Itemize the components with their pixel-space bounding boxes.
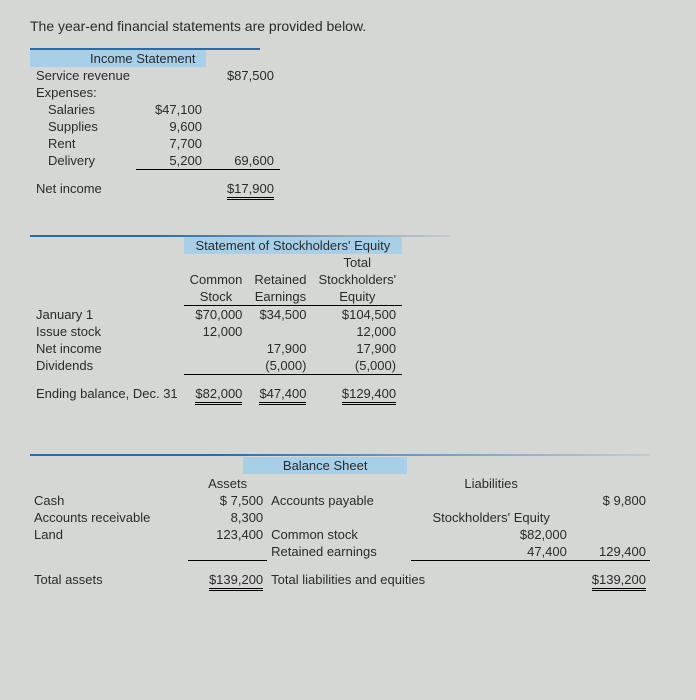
- row-value: $70,000: [184, 306, 249, 324]
- balance-sheet-block: Balance Sheet Assets Liabilities Cash $ …: [30, 454, 666, 588]
- row-label: Cash: [30, 492, 188, 509]
- row-label: Ending balance, Dec. 31: [30, 385, 184, 402]
- assets-header: Assets: [188, 475, 267, 492]
- stockholders-equity-title: Statement of Stockholders' Equity: [184, 237, 402, 254]
- row-label: Accounts payable: [267, 492, 411, 509]
- row-value: $ 7,500: [188, 492, 267, 509]
- row-value: $82,000: [411, 526, 570, 543]
- row-value: 8,300: [188, 509, 267, 526]
- row-label: Net income: [30, 180, 136, 197]
- row-label: Expenses:: [30, 84, 136, 101]
- row-label: Total assets: [30, 571, 188, 588]
- row-label: Delivery: [30, 152, 136, 170]
- row-label: Rent: [30, 135, 136, 152]
- row-label: Total liabilities and equities: [267, 571, 571, 588]
- row-value: 12,000: [184, 323, 249, 340]
- row-value: 12,000: [312, 323, 402, 340]
- row-label: Dividends: [30, 357, 184, 375]
- se-header: Stockholders' Equity: [411, 509, 570, 526]
- intro-text: The year-end financial statements are pr…: [30, 18, 666, 34]
- row-value: (5,000): [312, 357, 402, 375]
- row-value: $ 9,800: [571, 492, 650, 509]
- row-label: Land: [30, 526, 188, 543]
- row-label: January 1: [30, 306, 184, 324]
- row-value: $139,200: [592, 572, 646, 591]
- row-value: $17,900: [227, 181, 274, 200]
- col-header: Earnings: [248, 288, 312, 306]
- income-statement-block: Income Statement Service revenue $87,500…: [30, 48, 666, 197]
- col-header: Common: [184, 271, 249, 288]
- row-value: 17,900: [248, 340, 312, 357]
- row-value: $82,000: [195, 386, 242, 405]
- row-label: Service revenue: [30, 67, 136, 84]
- liabilities-header: Liabilities: [411, 475, 570, 492]
- row-value: $129,400: [342, 386, 396, 405]
- row-value: 7,700: [136, 135, 208, 152]
- row-value: 5,200: [136, 152, 208, 170]
- balance-sheet-title: Balance Sheet: [243, 457, 408, 474]
- col-header: Stock: [184, 288, 249, 306]
- row-value: $34,500: [248, 306, 312, 324]
- row-value: $47,400: [259, 386, 306, 405]
- row-value: $47,100: [136, 101, 208, 118]
- row-label: Accounts receivable: [30, 509, 188, 526]
- row-value: $139,200: [209, 572, 263, 591]
- row-value: $87,500: [208, 67, 280, 84]
- row-value: 47,400: [411, 543, 570, 561]
- income-statement-title: Income Statement: [30, 50, 206, 67]
- col-header: Stockholders': [312, 271, 402, 288]
- row-label: Salaries: [30, 101, 136, 118]
- row-value: 9,600: [136, 118, 208, 135]
- row-label: Supplies: [30, 118, 136, 135]
- row-label: Retained earnings: [267, 543, 411, 561]
- row-value: 17,900: [312, 340, 402, 357]
- row-value: $104,500: [312, 306, 402, 324]
- row-label: Issue stock: [30, 323, 184, 340]
- row-label: Net income: [30, 340, 184, 357]
- col-header: Total: [312, 254, 402, 271]
- row-value: 129,400: [571, 543, 650, 561]
- col-header: Equity: [312, 288, 402, 306]
- row-label: Common stock: [267, 526, 411, 543]
- row-value: (5,000): [248, 357, 312, 375]
- stockholders-equity-block: Statement of Stockholders' Equity Total …: [30, 235, 666, 402]
- row-value: 123,400: [188, 526, 267, 543]
- row-value: 69,600: [208, 152, 280, 170]
- col-header: Retained: [248, 271, 312, 288]
